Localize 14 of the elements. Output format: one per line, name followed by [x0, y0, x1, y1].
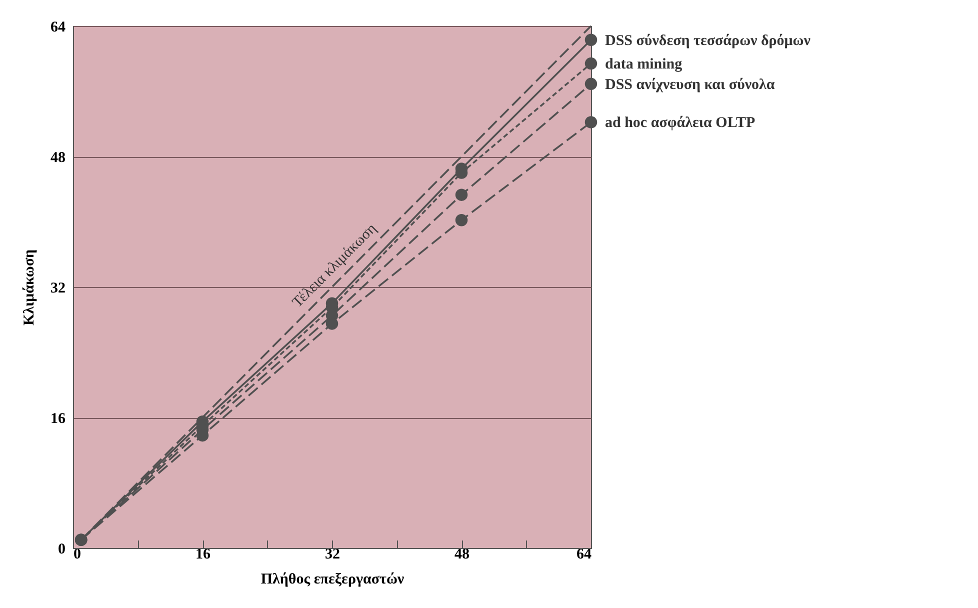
- y-tick-label: 32: [50, 280, 66, 296]
- x-tick-label: 64: [576, 546, 592, 562]
- series-label: DSS ανίχνευση και σύνολα: [605, 76, 776, 93]
- y-tick-label: 48: [50, 150, 66, 166]
- x-tick-label: 16: [196, 546, 211, 562]
- y-tick-label: 64: [50, 20, 66, 36]
- y-axis-title: Κλιμάκωση: [22, 249, 38, 326]
- y-tick-label: 16: [50, 411, 66, 427]
- series-label: DSS σύνδεση τεσσάρων δρόμων: [605, 32, 811, 49]
- x-tick-label: 0: [74, 546, 81, 562]
- series-label: data mining: [605, 56, 683, 73]
- x-axis-title: Πλήθος επεξεργαστών: [260, 572, 404, 588]
- x-tick-label: 48: [454, 546, 470, 562]
- series-label: ad hoc ασφάλεια OLTP: [605, 115, 756, 132]
